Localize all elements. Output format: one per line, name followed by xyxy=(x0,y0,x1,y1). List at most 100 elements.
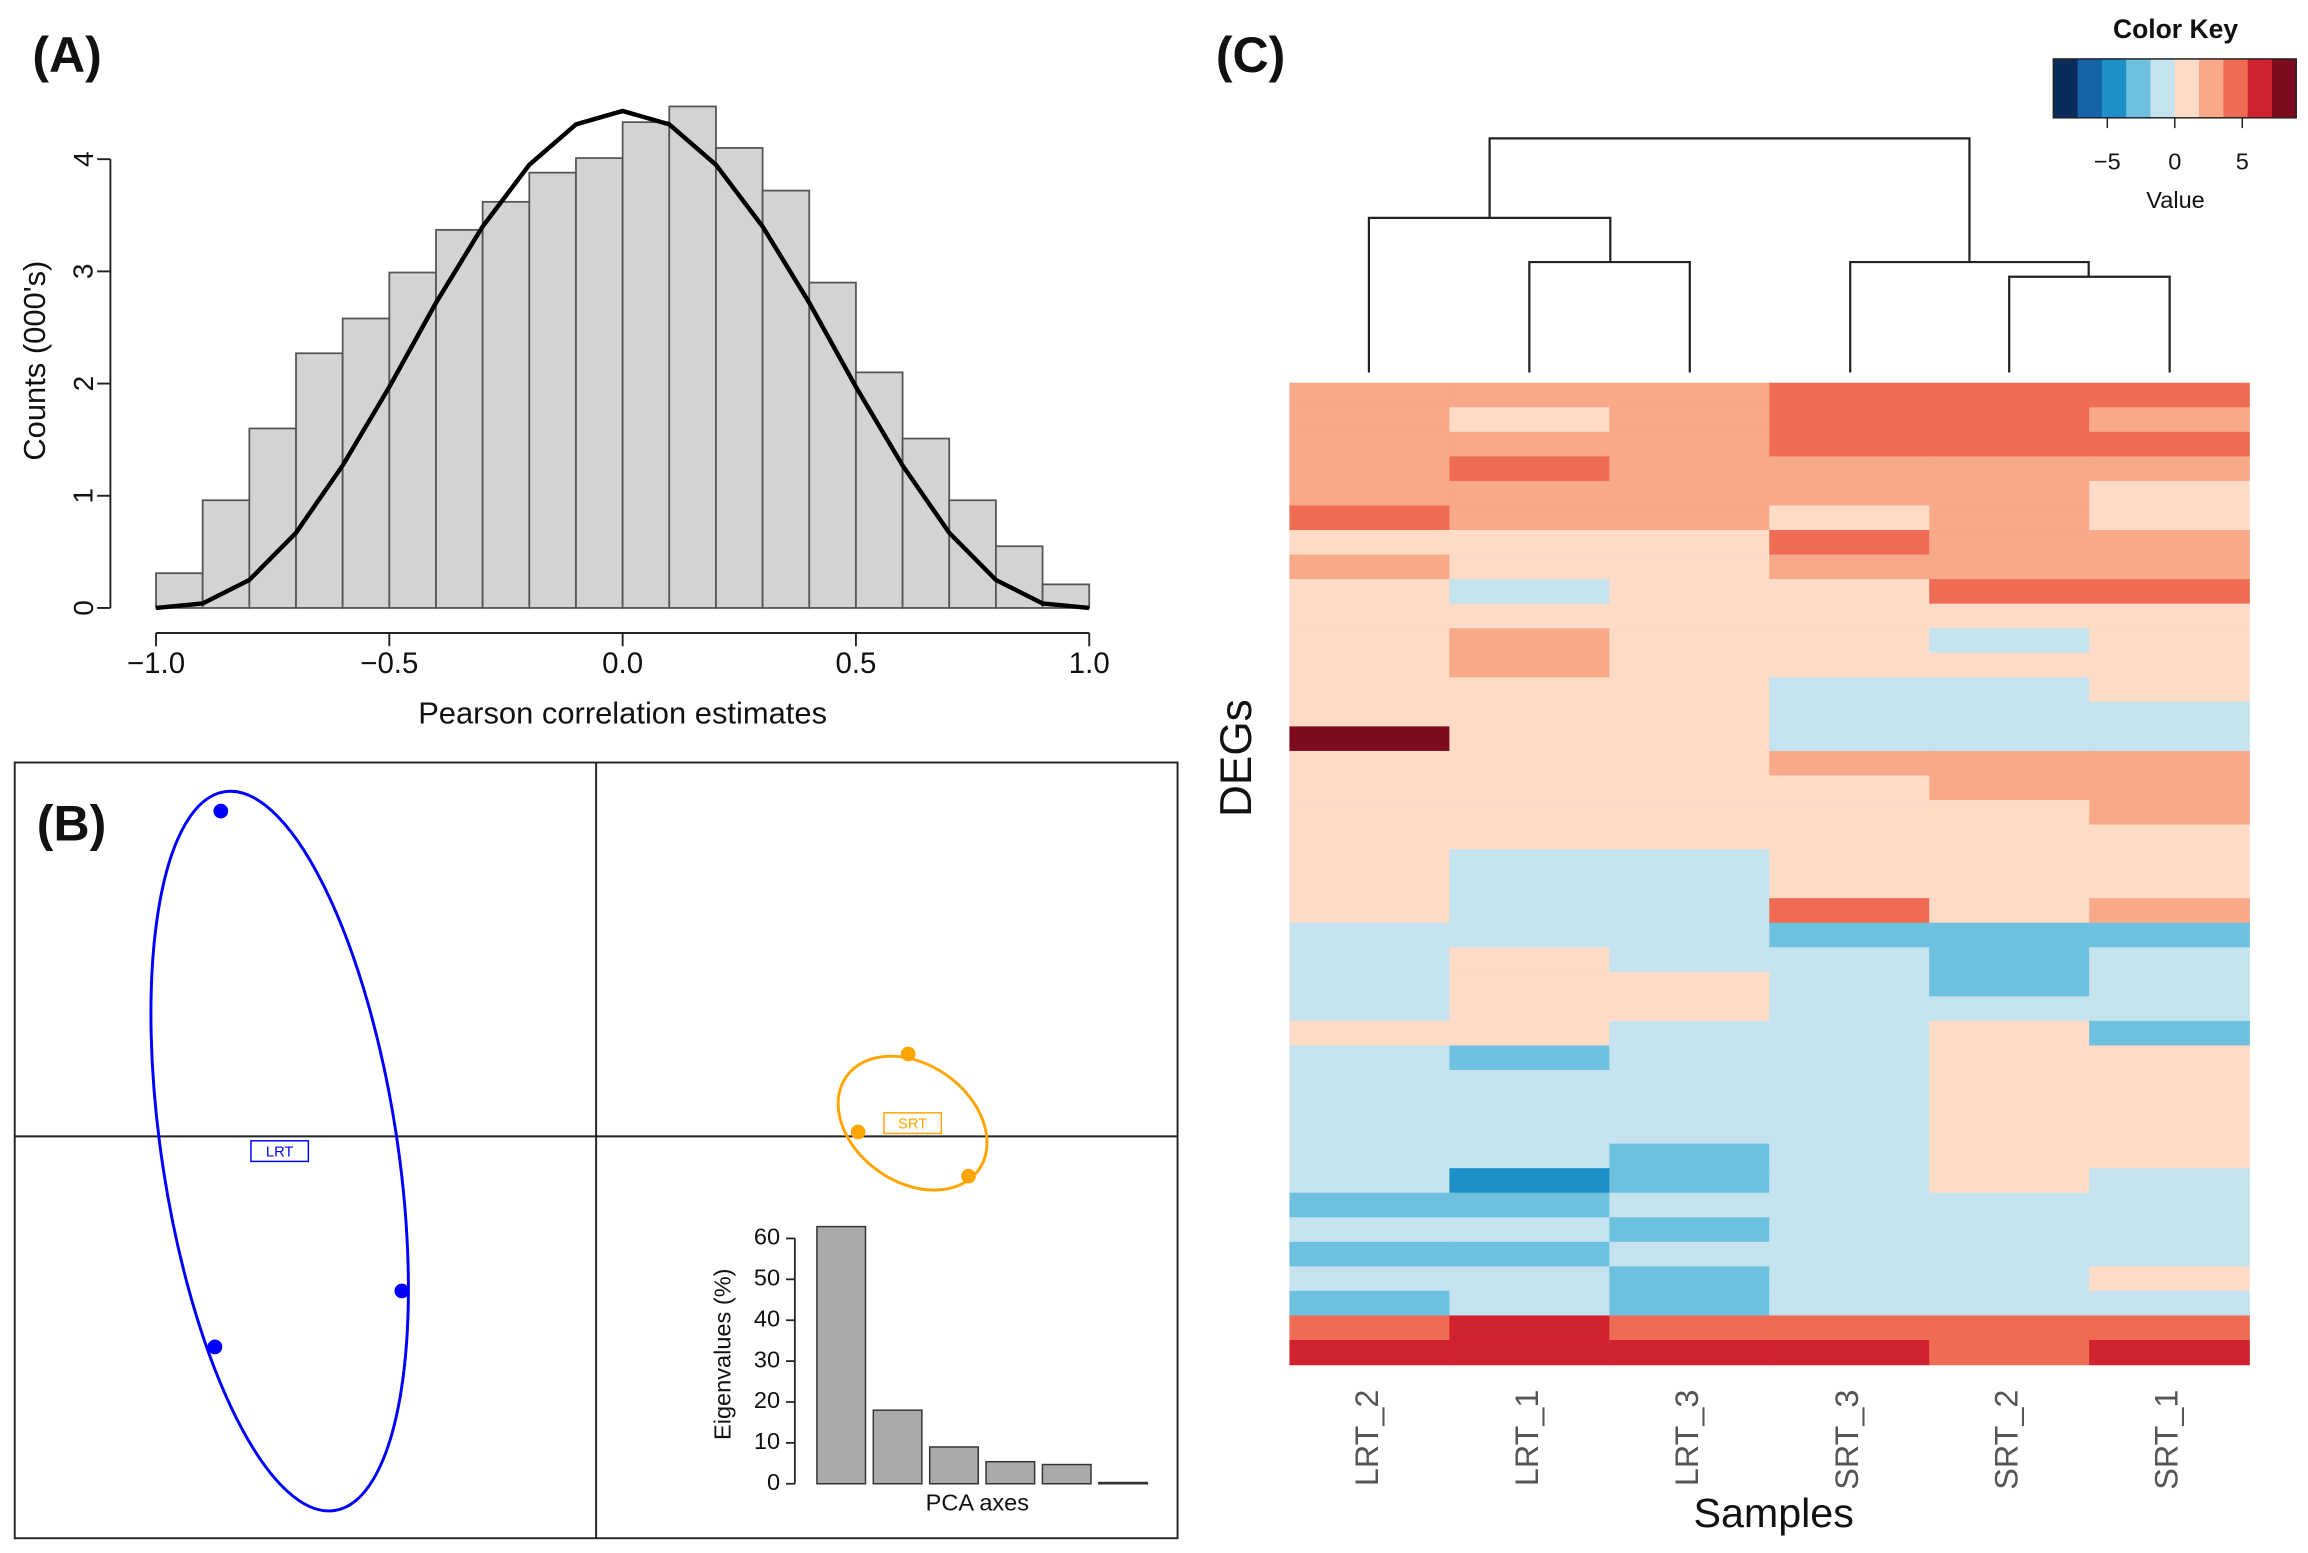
panel-label: (B) xyxy=(37,796,106,852)
heat-cell xyxy=(1609,579,1771,605)
heat-cell xyxy=(2089,996,2250,1022)
heat-cell xyxy=(2089,1290,2250,1317)
bar xyxy=(1041,1463,1092,1485)
heat-cell xyxy=(1769,775,1930,801)
y-tick-label: 4 xyxy=(68,151,99,167)
heat-cell xyxy=(1929,579,2090,605)
heat-cell xyxy=(1449,701,1611,728)
heat-cell xyxy=(1769,726,1930,752)
heat-cell xyxy=(1449,456,1611,482)
heat-cell xyxy=(1449,1266,1611,1292)
heat-cell xyxy=(2089,652,2250,679)
heat-cell xyxy=(1929,505,2090,531)
dendrogram xyxy=(1367,137,2171,373)
key-tick-label: 0 xyxy=(2168,149,2181,175)
heat-cell xyxy=(1449,603,1611,629)
heat-cell xyxy=(1289,1119,1451,1145)
heat-cell xyxy=(1449,1290,1611,1317)
heat-cell xyxy=(2089,579,2250,605)
bar xyxy=(621,121,671,609)
heat-cell xyxy=(2089,898,2250,924)
heat-cell xyxy=(1609,382,1771,409)
heat-cell xyxy=(1289,530,1451,556)
heat-cell xyxy=(1449,1168,1611,1194)
point xyxy=(213,803,229,819)
heat-cell xyxy=(1769,1290,1930,1317)
heat-cell xyxy=(1769,1045,1930,1071)
heat-cell xyxy=(1289,1094,1451,1120)
heat-cell xyxy=(1449,579,1611,605)
heat-cell xyxy=(1769,603,1930,629)
heat-cell xyxy=(1289,726,1451,752)
heat-cell xyxy=(1769,1119,1930,1145)
heat-cell xyxy=(2089,873,2250,899)
x-tick-label: 0.5 xyxy=(835,647,876,680)
key-cell xyxy=(2247,58,2273,118)
heat-cell xyxy=(1929,1290,2090,1317)
heat-cell xyxy=(1449,407,1611,433)
key-cell xyxy=(2223,58,2249,118)
heat-cell xyxy=(1929,1119,2090,1145)
heat-cell xyxy=(1609,530,1771,556)
heat-cell xyxy=(2089,1217,2250,1243)
heat-cell xyxy=(1609,1192,1771,1219)
heat-cell xyxy=(1609,922,1771,949)
heat-cell xyxy=(1769,1070,1930,1096)
heat-cell xyxy=(1449,1315,1611,1341)
heat-cell xyxy=(2089,775,2250,801)
heat-cell xyxy=(1449,530,1611,556)
key-tick-label: 5 xyxy=(2236,149,2249,175)
column-label: SRT_1 xyxy=(2149,1390,2185,1490)
heat-cell xyxy=(1929,407,2090,433)
heat-cell xyxy=(1449,1045,1611,1071)
heat-cell xyxy=(1929,947,2090,973)
bar xyxy=(575,157,624,609)
panel-label: (A) xyxy=(32,27,101,83)
heat-cell xyxy=(1289,750,1451,777)
heat-cell xyxy=(1449,800,1611,826)
column-label: LRT_1 xyxy=(1509,1390,1545,1487)
heat-cell xyxy=(1929,628,2090,654)
group-ellipse xyxy=(836,1054,989,1192)
heat-cell xyxy=(1449,505,1611,531)
heat-cell xyxy=(2089,800,2250,826)
heat-cell xyxy=(1449,947,1611,973)
heat-cell xyxy=(2089,701,2250,728)
heat-cell xyxy=(1289,824,1451,850)
y-tick-label: 2 xyxy=(68,376,99,392)
y-tick-label: 30 xyxy=(754,1346,780,1372)
fit-curve xyxy=(155,108,1090,611)
point xyxy=(207,1339,223,1355)
heat-cell xyxy=(1769,382,1930,409)
heat-cell xyxy=(1289,873,1451,899)
heat-cell xyxy=(1929,726,2090,752)
heat-cell xyxy=(1609,431,1771,458)
key-cell xyxy=(2126,58,2151,118)
heat-cell xyxy=(1289,407,1451,433)
heat-cell xyxy=(1929,1094,2090,1120)
y-tick-label: 0 xyxy=(68,600,99,616)
column-label: SRT_3 xyxy=(1829,1390,1865,1490)
bar xyxy=(1098,1481,1149,1485)
heat-cell xyxy=(1609,947,1771,973)
heat-cell xyxy=(1289,701,1451,728)
heat-cell xyxy=(2089,1315,2250,1341)
key-cell xyxy=(2101,58,2127,118)
heat-cell xyxy=(1609,554,1771,580)
heat-cell xyxy=(1929,603,2090,629)
heat-cell xyxy=(1769,996,1930,1022)
bar xyxy=(761,189,811,609)
key-tick-label: −5 xyxy=(2094,149,2121,175)
heat-cell xyxy=(2089,726,2250,752)
heat-cell xyxy=(1609,1315,1771,1341)
y-tick-label: 10 xyxy=(754,1428,780,1454)
y-tick-label: 3 xyxy=(68,264,99,280)
heat-cell xyxy=(1289,677,1451,703)
heat-cell xyxy=(2089,480,2250,507)
heat-cell xyxy=(1769,1241,1930,1268)
heat-cell xyxy=(1609,701,1771,728)
heat-cell xyxy=(1929,898,2090,924)
heat-cell xyxy=(1289,505,1451,531)
bar xyxy=(201,499,251,609)
